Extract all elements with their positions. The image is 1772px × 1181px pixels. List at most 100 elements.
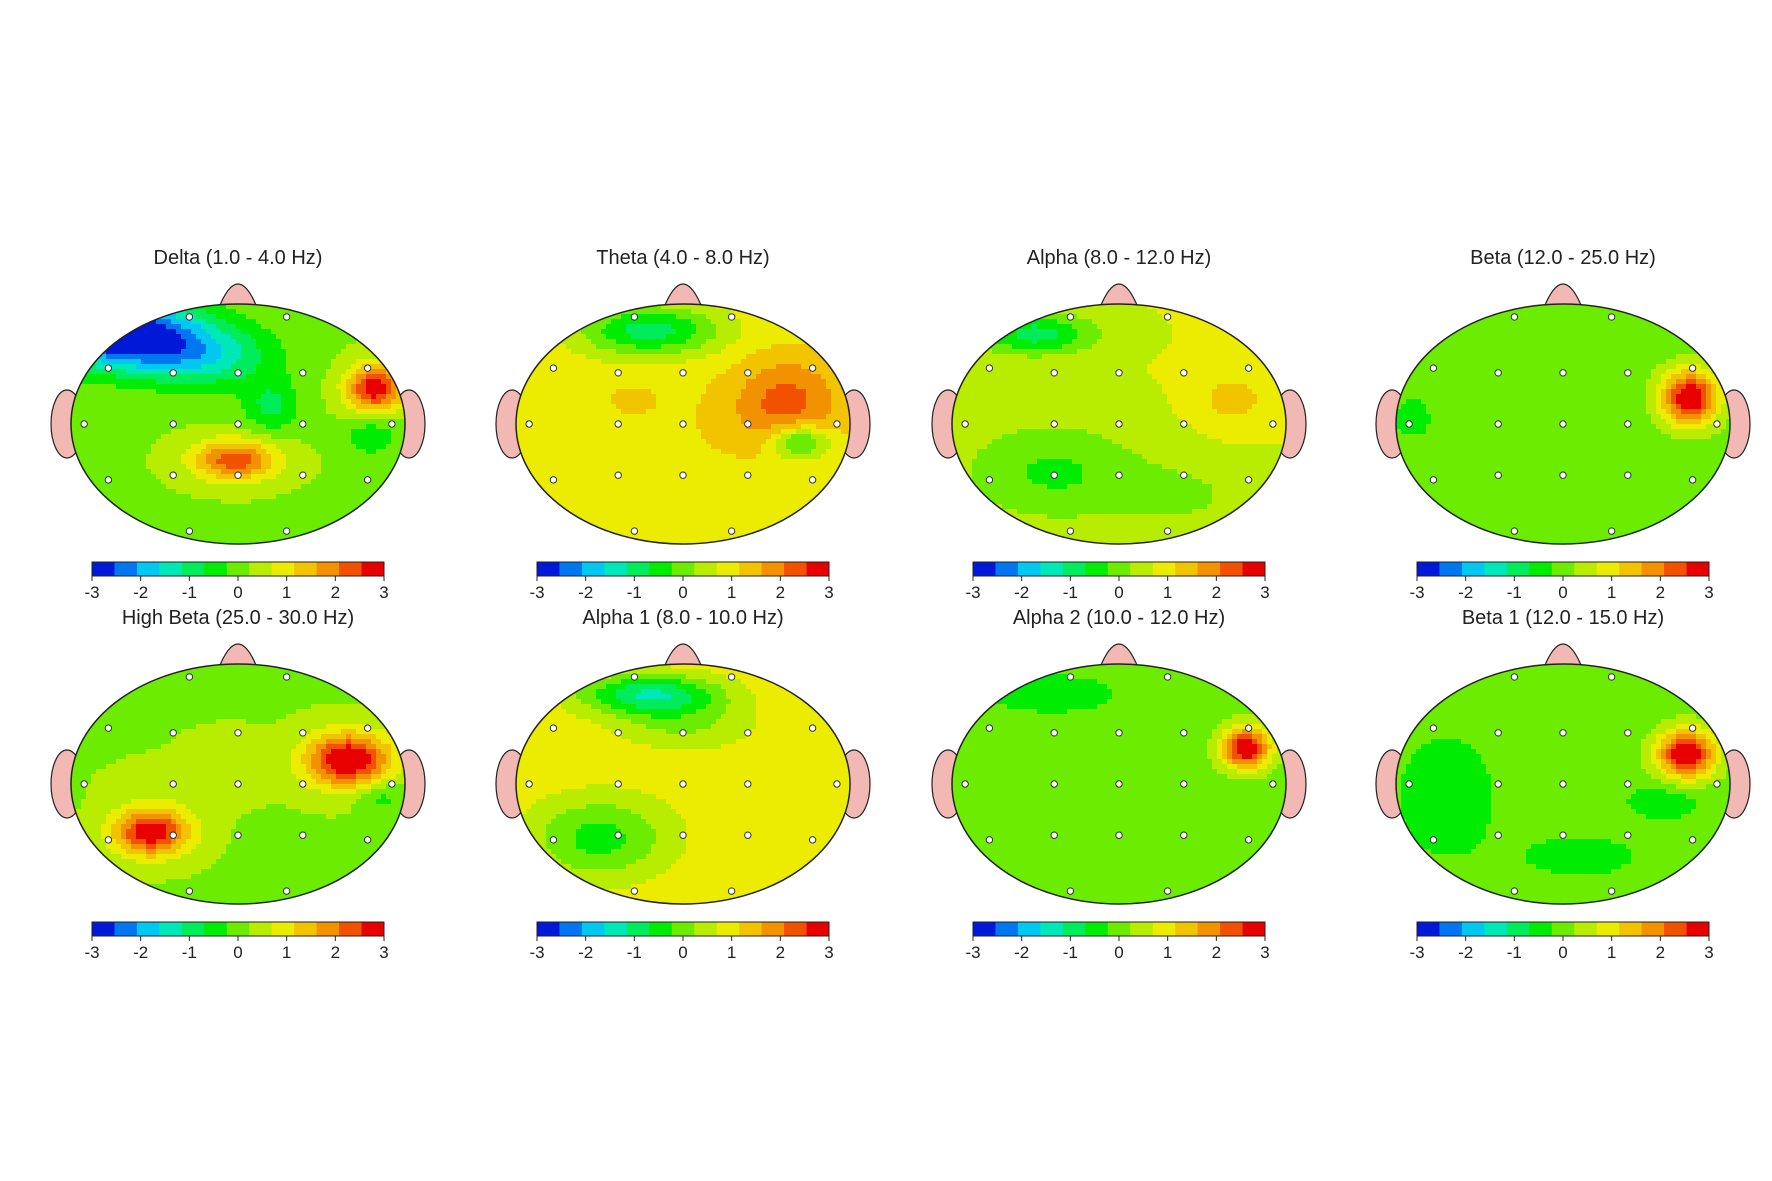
heatmap-cell [756,414,762,420]
heatmap-cell [666,504,672,510]
heatmap-cell [596,439,602,445]
heatmap-cell [696,369,702,375]
heatmap-cell [91,424,97,430]
heatmap-cell [671,509,677,515]
heatmap-cell [611,419,617,425]
heatmap-cell [171,459,177,465]
heatmap-cell [301,519,307,525]
heatmap-cell [381,444,387,450]
heatmap-cell [171,439,177,445]
heatmap-cell [311,339,317,345]
heatmap-cell [631,469,637,475]
heatmap-cell [601,429,607,435]
heatmap-cell [276,444,282,450]
heatmap-cell [766,339,772,345]
heatmap-cell [161,434,167,440]
heatmap-cell [566,384,572,390]
heatmap-cell [306,369,312,375]
heatmap-cell [761,524,767,530]
heatmap-cell [221,414,227,420]
heatmap-cell [376,399,382,405]
heatmap-cell [631,404,637,410]
heatmap-cell [361,364,367,370]
heatmap-cell [606,374,612,380]
heatmap-cell [716,339,722,345]
heatmap-cell [551,404,557,410]
heatmap-cell [656,529,662,535]
heatmap-cell [646,519,652,525]
heatmap-cell [311,459,317,465]
heatmap-cell [386,424,392,430]
heatmap-cell [736,429,742,435]
heatmap-cell [361,369,367,375]
heatmap-cell [771,479,777,485]
heatmap-cell [541,379,547,385]
heatmap-cell [596,359,602,365]
heatmap-cell [691,409,697,415]
heatmap-cell [571,464,577,470]
heatmap-cell [221,344,227,350]
heatmap-cell [231,449,237,455]
heatmap-cell [181,399,187,405]
heatmap-cell [281,439,287,445]
heatmap-cell [181,354,187,360]
heatmap-cell [286,419,292,425]
heatmap-cell [166,404,172,410]
heatmap-cell [546,414,552,420]
heatmap-cell [626,464,632,470]
heatmap-cell [171,494,177,500]
heatmap-cell [636,504,642,510]
heatmap-cell [231,484,237,490]
heatmap-cell [126,359,132,365]
heatmap-cell [126,444,132,450]
heatmap-cell [631,419,637,425]
heatmap-cell [701,419,707,425]
heatmap-cell [156,349,162,355]
heatmap-cell [756,499,762,505]
heatmap-cell [181,424,187,430]
heatmap-cell [241,359,247,365]
heatmap-cell [656,494,662,500]
heatmap-cell [716,524,722,530]
heatmap-cell [371,474,377,480]
heatmap-cell [221,524,227,530]
heatmap-cell [646,524,652,530]
heatmap-cell [191,499,197,505]
heatmap-cell [76,409,82,415]
heatmap-cell [146,399,152,405]
heatmap-cell [706,349,712,355]
heatmap-cell [621,384,627,390]
heatmap-cell [241,504,247,510]
heatmap-cell [346,424,352,430]
heatmap-cell [636,459,642,465]
heatmap-cell [376,394,382,400]
heatmap-cell [746,509,752,515]
heatmap-cell [196,484,202,490]
heatmap-cell [341,499,347,505]
heatmap-cell [216,334,222,340]
heatmap-cell [556,409,562,415]
heatmap-cell [276,474,282,480]
heatmap-cell [726,319,732,325]
heatmap-cell [96,409,102,415]
heatmap-cell [551,419,557,425]
electrode-marker [104,476,113,484]
heatmap-cell [266,534,272,540]
heatmap-cell [301,524,307,530]
heatmap-cell [361,394,367,400]
heatmap-cell [296,314,302,320]
heatmap-cell [111,384,117,390]
heatmap-cell [251,359,257,365]
heatmap-cell [361,424,367,430]
topomap-title: Delta (1.0 - 4.0 Hz) [154,247,323,269]
heatmap-cell [641,319,647,325]
heatmap-cell [111,479,117,485]
heatmap-cell [91,404,97,410]
heatmap-cell [676,514,682,520]
heatmap-cell [216,384,222,390]
heatmap-cell [561,434,567,440]
heatmap-cell [576,484,582,490]
heatmap-cell [766,509,772,515]
heatmap-cell [311,344,317,350]
heatmap-cell [151,334,157,340]
